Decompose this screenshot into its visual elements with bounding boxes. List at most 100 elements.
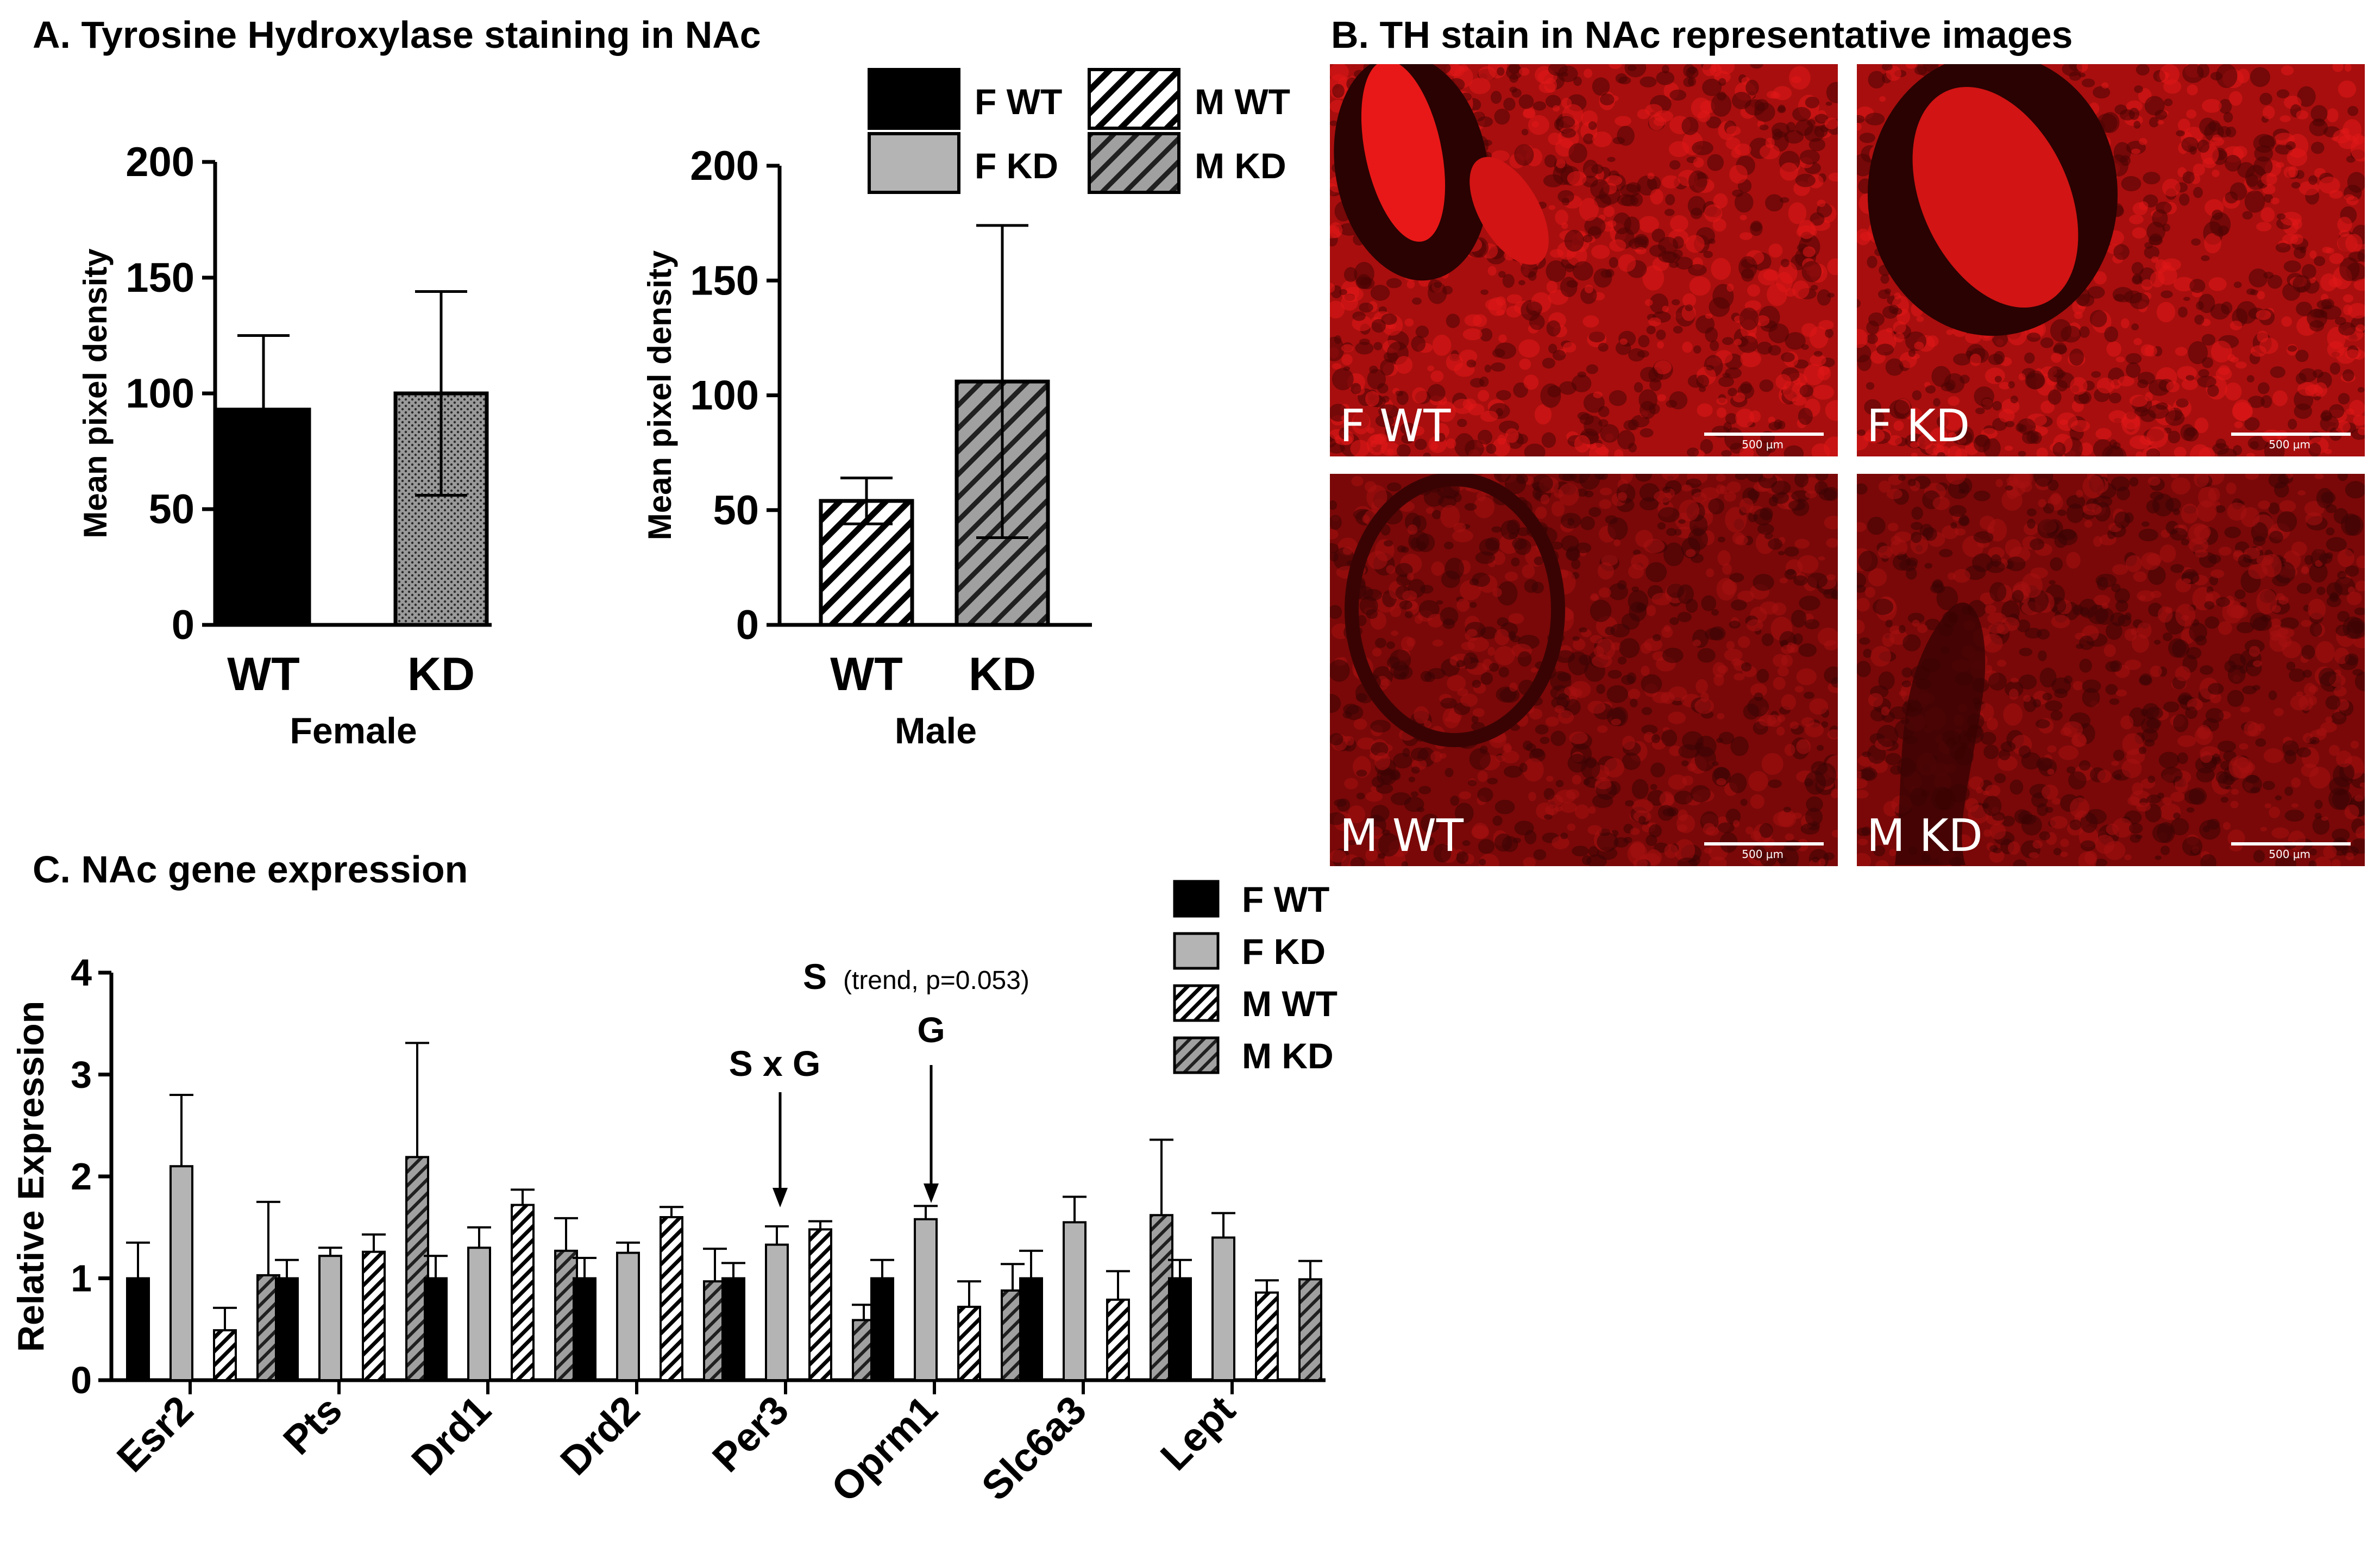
tissue-cell	[2263, 748, 2284, 763]
tissue-cell	[1368, 826, 1383, 840]
tissue-cell	[2246, 453, 2255, 456]
tissue-cell	[2283, 260, 2301, 273]
tissue-cell	[1777, 106, 1786, 114]
tissue-cell	[2210, 569, 2225, 578]
tissue-cell	[2165, 607, 2173, 613]
legend-swatch	[1173, 880, 1220, 918]
tissue-cell	[1885, 358, 1904, 376]
tissue-cell	[2291, 803, 2299, 808]
tissue-cell	[2220, 797, 2228, 803]
tissue-cell	[2337, 549, 2354, 567]
tissue-cell	[2340, 513, 2361, 536]
tissue-cell	[2339, 763, 2355, 782]
tissue-cell	[1879, 96, 1886, 102]
tissue-cell	[1732, 189, 1743, 197]
tissue-cell	[1523, 374, 1539, 390]
vessel-ring	[1345, 474, 1565, 747]
tissue-cell	[1614, 449, 1624, 456]
tissue-cell	[2024, 352, 2035, 364]
tissue-cell	[1917, 434, 1933, 449]
tissue-cell	[1821, 721, 1829, 728]
tissue-cell	[1459, 791, 1471, 800]
tissue-cell	[1778, 847, 1799, 866]
tissue-cell	[2163, 701, 2180, 713]
tissue-cell	[1807, 119, 1816, 127]
tissue-cell	[1824, 666, 1838, 684]
x-tick-label: Oprm1	[822, 1387, 946, 1511]
tissue-cell	[1759, 823, 1773, 838]
tissue-cell	[1652, 692, 1670, 704]
tissue-cell	[1621, 613, 1640, 630]
tissue-cell	[1712, 761, 1719, 766]
tissue-cell	[2240, 706, 2251, 713]
tissue-cell	[2128, 108, 2140, 120]
tissue-cell	[2109, 392, 2121, 404]
tissue-cell	[2281, 65, 2294, 76]
tissue-cell	[1718, 731, 1735, 744]
tissue-cell	[1330, 812, 1346, 825]
tissue-cell	[2070, 419, 2090, 433]
tissue-cell	[2150, 665, 2162, 678]
tissue-cell	[2032, 699, 2041, 708]
tissue-cell	[1450, 796, 1460, 806]
bar	[467, 1247, 491, 1381]
tissue-cell	[2114, 294, 2125, 302]
tissue-cell	[1857, 122, 1862, 131]
tissue-cell	[1367, 368, 1386, 390]
tissue-cell	[2313, 369, 2324, 378]
micrograph-label: M WT	[1340, 810, 1464, 862]
tissue-cell	[1717, 665, 1729, 674]
tissue-cell	[2249, 268, 2268, 287]
tissue-cell	[1417, 541, 1427, 550]
tissue-cell	[2080, 812, 2098, 834]
tissue-cell	[2081, 78, 2095, 87]
tissue-cell	[1759, 124, 1769, 130]
tissue-cell	[1686, 67, 1699, 79]
tissue-cell	[1893, 421, 1904, 431]
tissue-cell	[1747, 697, 1769, 717]
tissue-cell	[2329, 362, 2341, 375]
tissue-cell	[2288, 418, 2297, 430]
tissue-cell	[1334, 799, 1347, 807]
tissue-cell	[1786, 642, 1795, 653]
tissue-cell	[1673, 325, 1683, 334]
tissue-cell	[1725, 367, 1742, 379]
tissue-cell	[1347, 805, 1366, 824]
tissue-cell	[1805, 807, 1823, 826]
tissue-cell	[1681, 484, 1692, 492]
tissue-cell	[2155, 202, 2172, 214]
tissue-cell	[1739, 446, 1754, 456]
tissue-cell	[2197, 375, 2216, 388]
tissue-cell	[1523, 857, 1536, 866]
tissue-cell	[1740, 232, 1753, 240]
tissue-cell	[2082, 503, 2102, 516]
tissue-cell	[1915, 429, 1922, 434]
tissue-cell	[2356, 580, 2365, 592]
tissue-cell	[2182, 836, 2203, 856]
tissue-cell	[2201, 255, 2210, 261]
tissue-cell	[2156, 302, 2176, 323]
tissue-cell	[1709, 626, 1726, 641]
tissue-cell	[1818, 556, 1825, 561]
tissue-cell	[1953, 353, 1971, 366]
tissue-cell	[2029, 852, 2039, 859]
tissue-cell	[1442, 286, 1453, 295]
tissue-cell	[1378, 833, 1400, 857]
tissue-cell	[2115, 599, 2128, 612]
tissue-cell	[1704, 204, 1723, 223]
legend-label: M KD	[1242, 1036, 1334, 1076]
tissue-cell	[1814, 114, 1829, 124]
tissue-cell	[2129, 435, 2151, 449]
tissue-cell	[1868, 312, 1885, 327]
tissue-cell	[1330, 694, 1341, 713]
tissue-cell	[2218, 546, 2232, 556]
tissue-cell	[1889, 399, 1910, 419]
tissue-cell	[1558, 710, 1574, 724]
tissue-cell	[1780, 162, 1799, 181]
tissue-cell	[1806, 796, 1823, 812]
tissue-cell	[1668, 774, 1687, 790]
tissue-cell	[2048, 389, 2062, 405]
tissue-cell	[1522, 564, 1535, 579]
tissue-cell	[2087, 604, 2108, 625]
tissue-cell	[1932, 496, 1950, 510]
